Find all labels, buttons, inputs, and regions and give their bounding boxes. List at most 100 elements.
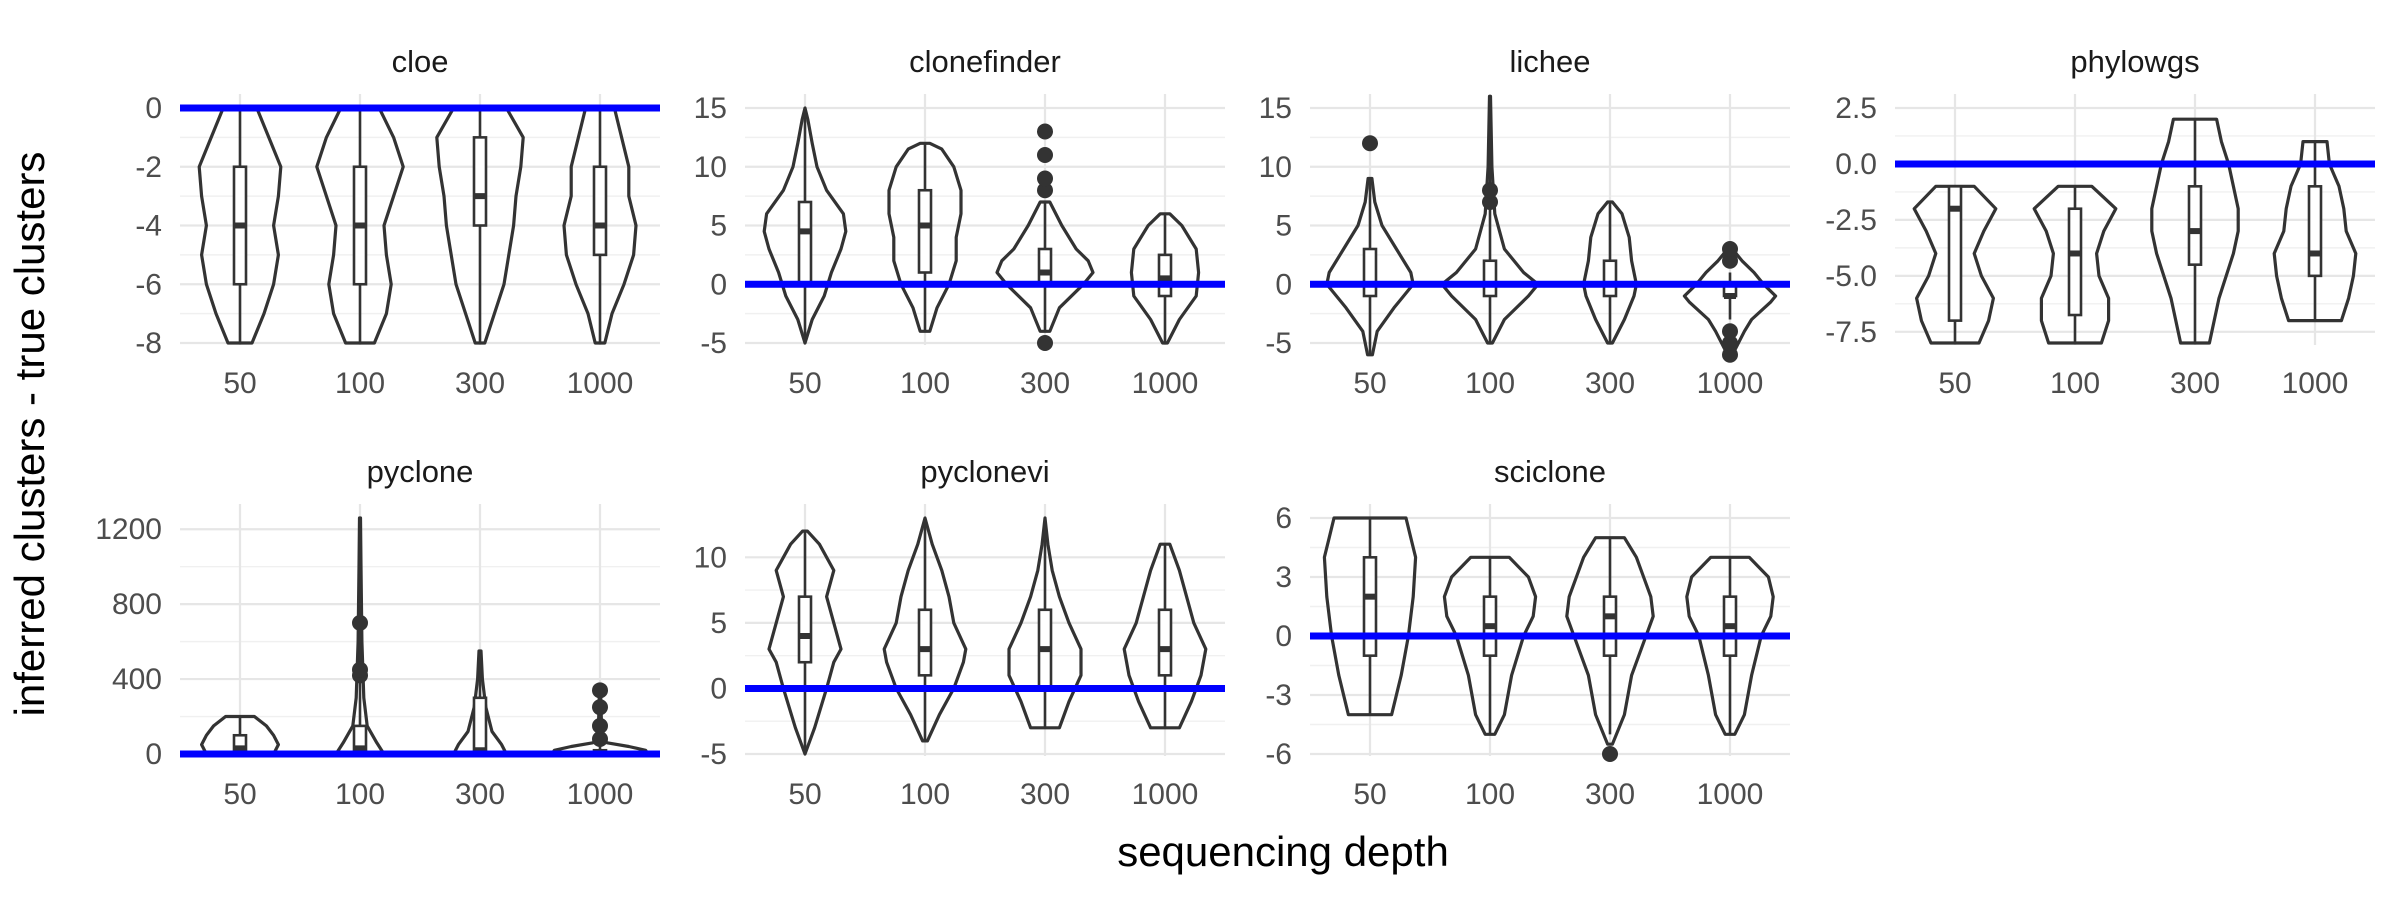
x-tick-label: 1000 bbox=[567, 778, 634, 811]
outlier-point bbox=[592, 682, 608, 699]
box-pyclonevi-100 bbox=[917, 608, 933, 677]
y-tick-label: 1200 bbox=[95, 513, 162, 546]
box-phylowgs-100 bbox=[2067, 207, 2083, 317]
x-tick-label: 300 bbox=[2170, 367, 2220, 400]
y-tick-label: 2.5 bbox=[1835, 92, 1877, 125]
outlier-point bbox=[1722, 335, 1738, 351]
y-tick-label: 0 bbox=[1275, 620, 1292, 653]
box-clonefinder-50 bbox=[797, 200, 813, 286]
violin-pyclonevi-100 bbox=[882, 516, 968, 743]
violin-sciclone-100 bbox=[1442, 555, 1538, 736]
x-tick-label: 300 bbox=[455, 367, 505, 400]
panel-title: clonefinder bbox=[909, 44, 1061, 79]
outlier-point bbox=[1722, 323, 1738, 340]
y-tick-label: -5 bbox=[700, 738, 727, 771]
y-tick-label: 15 bbox=[1259, 92, 1292, 125]
y-tick-label: 5 bbox=[1275, 210, 1292, 243]
outlier-point bbox=[1722, 346, 1738, 363]
y-tick-label: 15 bbox=[694, 92, 727, 125]
panel-clonefinder: -5 0 5 10 15 50 100 300 1000 clonefinder bbox=[694, 44, 1225, 400]
outlier-point bbox=[352, 661, 368, 678]
outlier-point bbox=[592, 717, 608, 734]
x-tick-label: 300 bbox=[1585, 778, 1635, 811]
x-tick-label: 100 bbox=[335, 367, 385, 400]
box-lichee-300 bbox=[1602, 259, 1618, 298]
violin-clonefinder-300 bbox=[995, 200, 1095, 333]
x-tick-label: 300 bbox=[1020, 367, 1070, 400]
box-phylowgs-300 bbox=[2187, 185, 2203, 266]
violin-phylowgs-100 bbox=[2032, 184, 2118, 345]
x-tick-label: 300 bbox=[1585, 367, 1635, 400]
box-cloe-1000 bbox=[592, 165, 608, 257]
violin-clonefinder-100 bbox=[887, 141, 963, 333]
y-tick-label: 5 bbox=[710, 210, 727, 243]
y-tick-label: 0 bbox=[710, 268, 727, 301]
x-tick-label: 50 bbox=[788, 778, 821, 811]
outlier-point bbox=[352, 614, 368, 631]
x-tick-label: 1000 bbox=[1132, 367, 1199, 400]
panel-title: sciclone bbox=[1494, 454, 1606, 489]
violin-pyclonevi-50 bbox=[767, 529, 843, 756]
violin-sciclone-50 bbox=[1322, 516, 1418, 717]
violin-phylowgs-300 bbox=[2150, 117, 2240, 345]
panel-title: phylowgs bbox=[2070, 44, 2199, 79]
box-pyclonevi-50 bbox=[797, 595, 813, 664]
box-clonefinder-300 bbox=[1037, 247, 1053, 286]
y-tick-label: 400 bbox=[112, 663, 162, 696]
x-tick-label: 100 bbox=[900, 778, 950, 811]
outlier-point bbox=[1037, 147, 1053, 163]
y-tick-label: 800 bbox=[112, 588, 162, 621]
box-phylowgs-1000 bbox=[2307, 185, 2323, 278]
y-tick-label: 10 bbox=[694, 151, 727, 184]
violin-sciclone-1000 bbox=[1685, 555, 1775, 736]
violin-pyclonevi-300 bbox=[1007, 516, 1083, 730]
x-tick-label: 50 bbox=[1938, 367, 1971, 400]
panel-phylowgs: -7.5 -5.0 -2.5 0.0 2.5 50 100 300 1000 phylowgs bbox=[1825, 44, 2375, 400]
panel-pyclonevi: -5 0 5 10 50 100 300 1000 pyclonevi bbox=[694, 454, 1225, 811]
x-tick-label: 100 bbox=[2050, 367, 2100, 400]
outlier-point bbox=[1602, 746, 1618, 762]
y-tick-label: 0 bbox=[1275, 268, 1292, 301]
y-tick-label: 5 bbox=[710, 607, 727, 640]
y-tick-label: 10 bbox=[694, 541, 727, 574]
y-tick-label: 10 bbox=[1259, 151, 1292, 184]
box-sciclone-300 bbox=[1602, 595, 1618, 657]
x-tick-label: 1000 bbox=[2282, 367, 2349, 400]
box-lichee-50 bbox=[1362, 247, 1378, 298]
y-tick-label: -2 bbox=[135, 151, 162, 184]
x-tick-label: 50 bbox=[1353, 367, 1386, 400]
y-tick-label: -8 bbox=[135, 327, 162, 360]
panel-lichee: -5 0 5 10 15 50 100 300 1000 lichee bbox=[1259, 44, 1790, 400]
x-tick-label: 100 bbox=[900, 367, 950, 400]
x-tick-label: 300 bbox=[455, 778, 505, 811]
y-tick-label: -4 bbox=[135, 210, 162, 243]
panel-title: cloe bbox=[392, 44, 449, 79]
y-tick-label: -6 bbox=[135, 268, 162, 301]
box-lichee-100 bbox=[1482, 259, 1498, 298]
outlier-point bbox=[1482, 182, 1498, 199]
y-tick-label: -5 bbox=[700, 327, 727, 360]
violin-pyclonevi-1000 bbox=[1122, 542, 1208, 730]
y-tick-label: -7.5 bbox=[1825, 316, 1877, 349]
y-tick-label: 0 bbox=[710, 672, 727, 705]
x-tick-label: 100 bbox=[1465, 778, 1515, 811]
x-tick-label: 1000 bbox=[1697, 778, 1764, 811]
x-tick-label: 1000 bbox=[1697, 367, 1764, 400]
x-tick-label: 1000 bbox=[567, 367, 634, 400]
y-tick-label: 3 bbox=[1275, 561, 1292, 594]
violin-lichee-300 bbox=[1582, 200, 1638, 345]
x-tick-label: 100 bbox=[335, 778, 385, 811]
violin-phylowgs-1000 bbox=[2272, 140, 2358, 323]
x-tick-label: 50 bbox=[788, 367, 821, 400]
y-tick-label: 0 bbox=[145, 738, 162, 771]
violin-phylowgs-50 bbox=[1912, 184, 1998, 345]
y-tick-label: -2.5 bbox=[1825, 204, 1877, 237]
panel-title: pyclonevi bbox=[920, 454, 1049, 489]
y-tick-label: -5 bbox=[1265, 327, 1292, 360]
outlier-point bbox=[1037, 335, 1053, 351]
violin-pyclone-50 bbox=[200, 714, 280, 756]
outlier-point bbox=[1482, 194, 1498, 210]
box-sciclone-50 bbox=[1362, 556, 1378, 657]
x-tick-label: 300 bbox=[1020, 778, 1070, 811]
